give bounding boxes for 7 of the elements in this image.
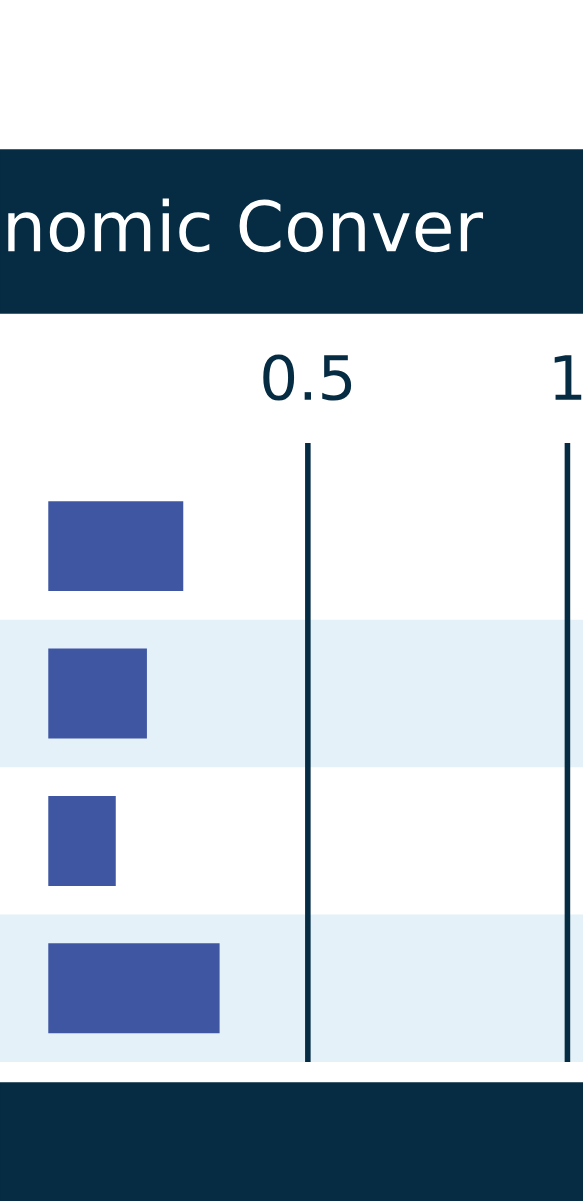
x-tick-label: 0.5 — [263, 354, 352, 401]
bar — [48, 943, 220, 1034]
x-tick-label: 1 — [554, 355, 582, 400]
bar — [48, 795, 116, 886]
bar — [48, 501, 184, 592]
bar — [48, 648, 147, 739]
chart-title: nomic Conver — [8, 198, 484, 253]
